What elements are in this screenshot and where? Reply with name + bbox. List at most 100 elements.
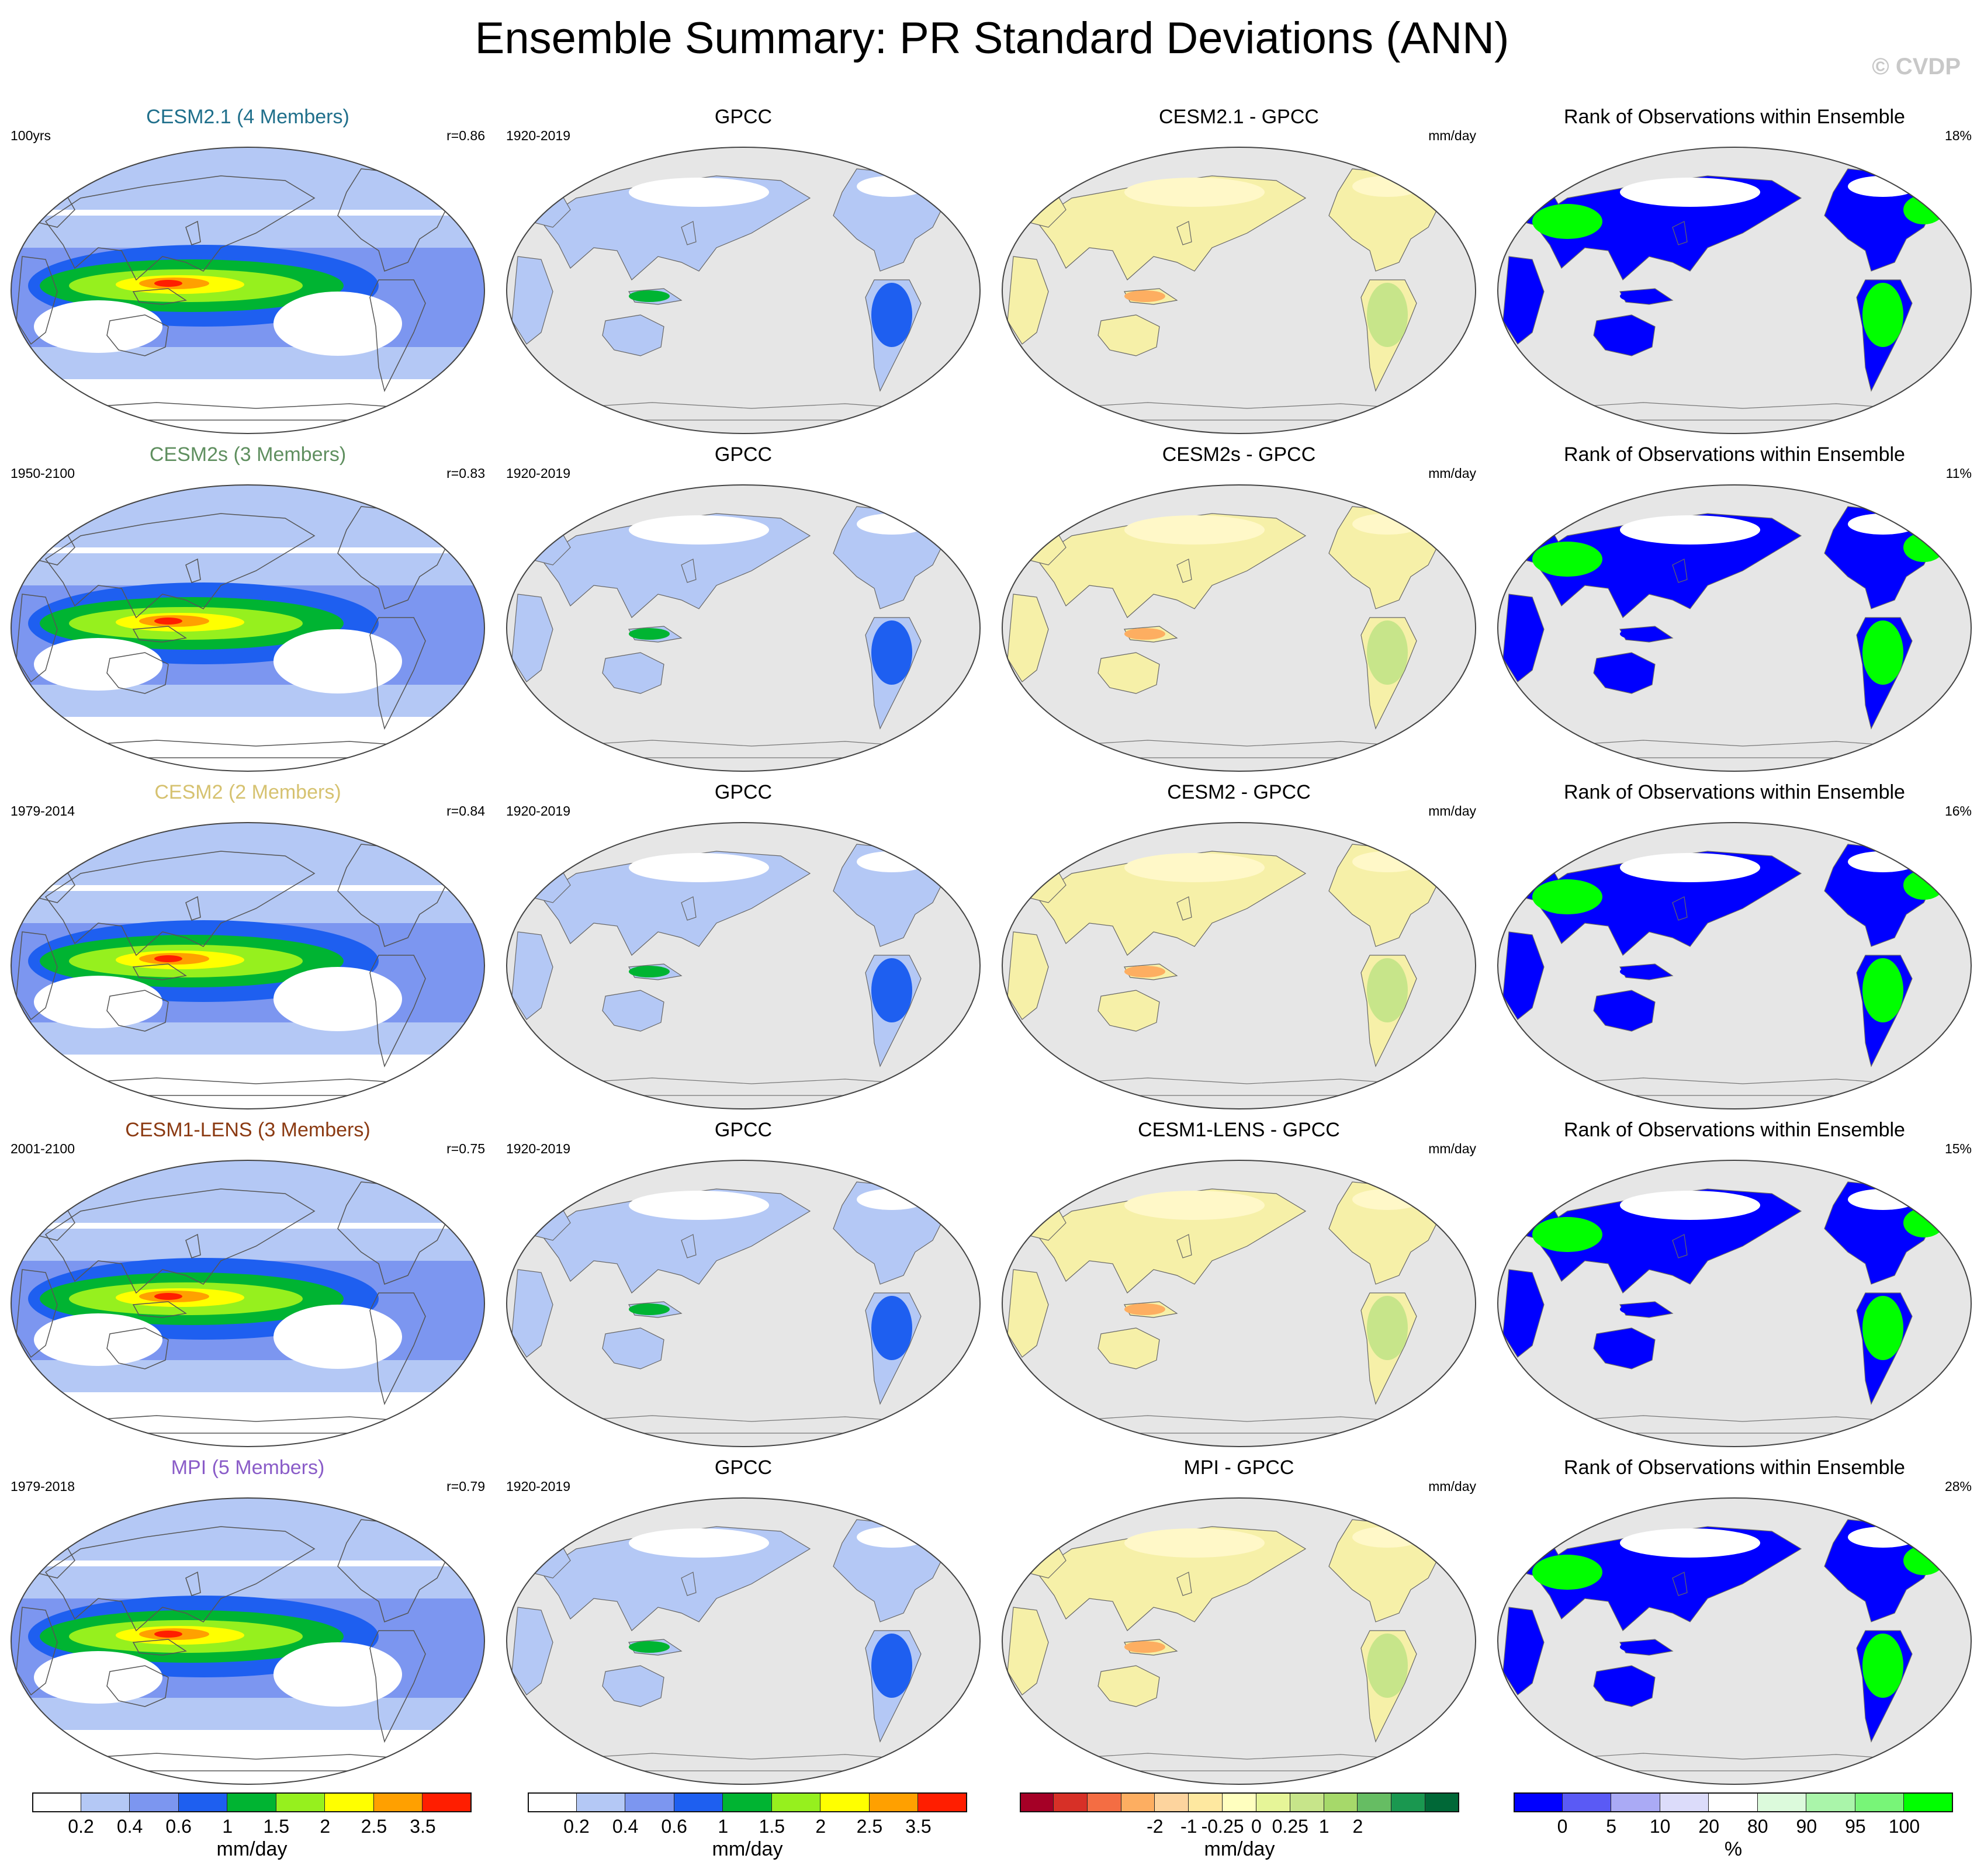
globe-map — [1002, 1160, 1476, 1447]
globe-map — [1497, 484, 1972, 772]
colorbar-swatch — [423, 1792, 472, 1812]
colorbar-swatch — [869, 1792, 919, 1812]
observation-panel: GPCC 1920-2019 — [496, 102, 991, 440]
panel-years: 1979-2018 — [11, 1479, 75, 1494]
cvdp-watermark: © CVDP — [1872, 54, 1961, 79]
globe-map — [1002, 147, 1476, 434]
colorbar-swatch — [32, 1792, 81, 1812]
colorbar-swatch — [1660, 1792, 1709, 1812]
difference-panel: CESM2 - GPCC mm/day — [991, 778, 1487, 1115]
colorbar-tick-label: 0 — [1557, 1816, 1568, 1837]
observation-panel: GPCC 1920-2019 — [496, 778, 991, 1115]
colorbar-swatch — [276, 1792, 326, 1812]
colorbar-frame — [528, 1792, 967, 1812]
pattern-correlation: r=0.79 — [446, 1479, 485, 1494]
panel-years: 1920-2019 — [506, 1141, 570, 1156]
globe-map — [1002, 822, 1476, 1109]
panel-years: 1920-2019 — [506, 466, 570, 481]
panel-years: 1920-2019 — [506, 128, 570, 143]
panel-title: Rank of Observations within Ensemble — [1564, 781, 1905, 803]
colorbar-tick-label: 0 — [1251, 1816, 1262, 1837]
colorbar-swatch — [81, 1792, 130, 1812]
rank-panel: Rank of Observations within Ensemble 15% — [1487, 1115, 1982, 1453]
colorbar-swatch — [771, 1792, 821, 1812]
colorbar-swatch — [1053, 1792, 1088, 1812]
colorbar-swatch — [528, 1792, 577, 1812]
colorbar-frame — [1514, 1792, 1953, 1812]
panel-years: 1979-2014 — [11, 803, 75, 819]
difference-panel: CESM2.1 - GPCC mm/day — [991, 102, 1487, 440]
figure-row: MPI (5 Members) 1979-2018 r=0.79 GPCC 1920-2… — [0, 1453, 1984, 1791]
globe-map — [1002, 1497, 1476, 1785]
ensemble-panel: CESM2.1 (4 Members) 100yrs r=0.86 — [0, 102, 496, 440]
panel-years: 1920-2019 — [506, 803, 570, 819]
colorbar-tick-label: 0.25 — [1272, 1816, 1308, 1837]
colorbar-tick-label: -0.25 — [1201, 1816, 1244, 1837]
globe-map — [506, 484, 981, 772]
ensemble-panel: CESM2s (3 Members) 1950-2100 r=0.83 — [0, 440, 496, 778]
units-label: mm/day — [1428, 803, 1476, 819]
colorbar-tick-label: 3.5 — [905, 1816, 932, 1837]
colorbar-swatch — [1611, 1792, 1660, 1812]
colorbar-tick-label: 1 — [718, 1816, 729, 1837]
colorbar-swatch — [178, 1792, 228, 1812]
colorbar-tick-label: 0.4 — [116, 1816, 143, 1837]
pattern-correlation: r=0.86 — [446, 128, 485, 143]
colorbar-swatch — [325, 1792, 374, 1812]
colorbar-tick-label: 100 — [1888, 1816, 1920, 1837]
colorbar-tick-label: 20 — [1698, 1816, 1720, 1837]
globe-map — [11, 147, 485, 434]
globe-map — [11, 1160, 485, 1447]
rank-percent: 11% — [1945, 466, 1972, 481]
panel-title: GPCC — [714, 1457, 773, 1479]
colorbar-tick-label: 3.5 — [410, 1816, 436, 1837]
panel-title: Rank of Observations within Ensemble — [1564, 1119, 1905, 1141]
panel-title: GPCC — [714, 443, 773, 466]
colorbar-swatch — [373, 1792, 423, 1812]
colorbar-unit: % — [1724, 1838, 1743, 1860]
panel-title: CESM2 - GPCC — [1167, 781, 1311, 803]
colorbar-swatch — [674, 1792, 723, 1812]
colorbar-tick-label: 1.5 — [263, 1816, 290, 1837]
globe-map — [11, 822, 485, 1109]
panel-title: CESM2s - GPCC — [1162, 443, 1316, 466]
panel-title: GPCC — [714, 106, 773, 128]
colorbar-tick-label: 0.2 — [563, 1816, 590, 1837]
panel-title: CESM2 (2 Members) — [154, 781, 341, 803]
panel-title: Rank of Observations within Ensemble — [1564, 106, 1905, 128]
units-label: mm/day — [1428, 466, 1476, 481]
rank-panel: Rank of Observations within Ensemble 16% — [1487, 778, 1982, 1115]
rank-panel: Rank of Observations within Ensemble 11% — [1487, 440, 1982, 778]
ensemble-panel: MPI (5 Members) 1979-2018 r=0.79 — [0, 1453, 496, 1791]
colorbar-tick-label: 1.5 — [759, 1816, 785, 1837]
colorbar-unit: mm/day — [712, 1838, 783, 1860]
colorbar-swatch — [1324, 1792, 1358, 1812]
colorbar-tick-label: 1 — [222, 1816, 233, 1837]
colorbar-tick-label: 2 — [1352, 1816, 1363, 1837]
panel-title: Rank of Observations within Ensemble — [1564, 443, 1905, 466]
panel-title: MPI - GPCC — [1183, 1457, 1294, 1479]
colorbar-tick-label: 2 — [815, 1816, 826, 1837]
panel-title: CESM1-LENS - GPCC — [1138, 1119, 1340, 1141]
colorbar-swatch — [1514, 1792, 1563, 1812]
units-label: mm/day — [1428, 128, 1476, 143]
colorbar-tick-label: -2 — [1147, 1816, 1164, 1837]
pattern-correlation: r=0.84 — [446, 803, 485, 819]
ensemble-panel: CESM2 (2 Members) 1979-2014 r=0.84 — [0, 778, 496, 1115]
colorbar-swatch — [1358, 1792, 1392, 1812]
figure-row: CESM2 (2 Members) 1979-2014 r=0.84 GPCC 1920… — [0, 778, 1984, 1115]
difference-panel: CESM2s - GPCC mm/day — [991, 440, 1487, 778]
pattern-correlation: r=0.75 — [446, 1141, 485, 1156]
observation-panel: GPCC 1920-2019 — [496, 440, 991, 778]
panel-title: GPCC — [714, 781, 773, 803]
ensemble-panel: CESM1-LENS (3 Members) 2001-2100 r=0.75 — [0, 1115, 496, 1453]
globe-map — [11, 1497, 485, 1785]
pattern-correlation: r=0.83 — [446, 466, 485, 481]
colorbar-tick-label: 0.6 — [661, 1816, 687, 1837]
figure-row: CESM2.1 (4 Members) 100yrs r=0.86 GPCC 1920-… — [0, 102, 1984, 440]
colorbar-unit: mm/day — [216, 1838, 288, 1860]
units-label: mm/day — [1428, 1479, 1476, 1494]
colorbar-tick-label: 95 — [1845, 1816, 1866, 1837]
colorbar-swatch — [1855, 1792, 1905, 1812]
rank-percent: 15% — [1944, 1141, 1972, 1156]
